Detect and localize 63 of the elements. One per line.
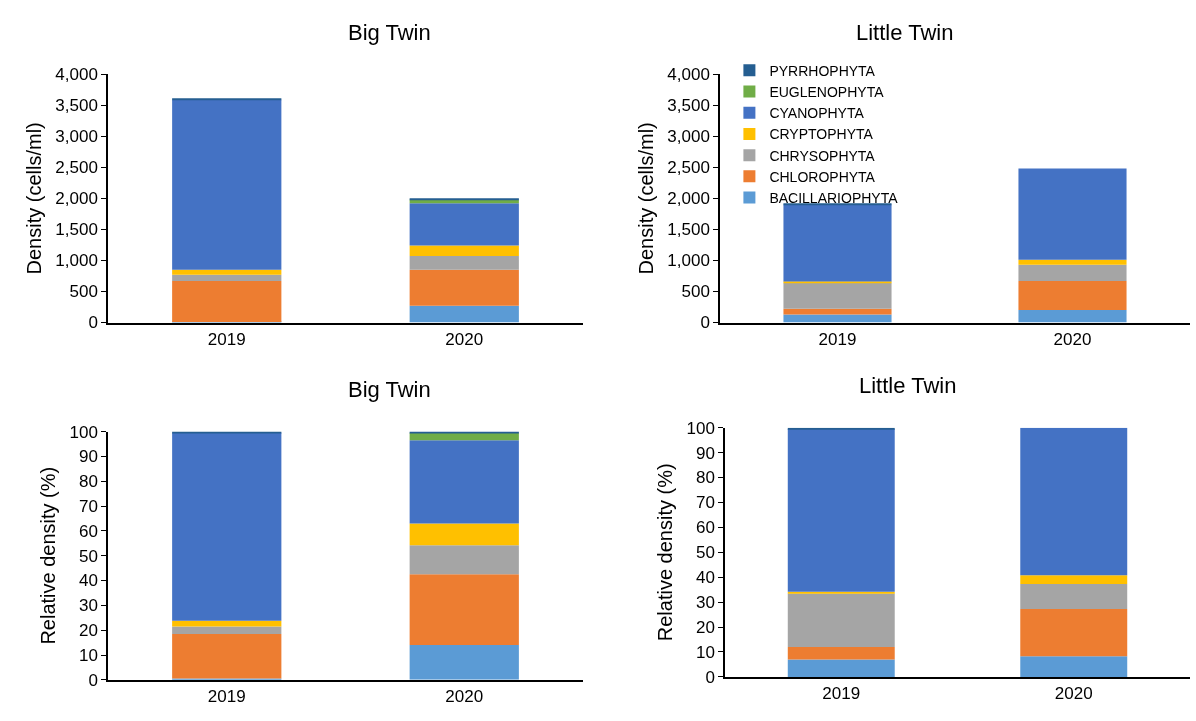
y-tick-label: 60: [78, 521, 98, 541]
legend-label: CHRYSOPHYTA: [769, 147, 876, 164]
y-tick-label: 60: [695, 518, 715, 538]
y-tick-label: 0: [700, 313, 710, 333]
y-axis-title: Relative density (%): [37, 466, 60, 645]
chart-title: Big Twin: [348, 20, 431, 45]
y-tick-label: 3,500: [55, 96, 98, 116]
y-tick-label: 50: [78, 546, 98, 566]
chart-title: Little Twin: [859, 373, 957, 398]
x-tick-label: 2019: [207, 686, 246, 706]
y-tick-label: 3,500: [667, 96, 710, 116]
x-tick-label: 2020: [445, 329, 484, 349]
y-tick-label: 2,500: [55, 158, 98, 178]
legend-label: BACILLARIOPHYTA: [769, 190, 899, 207]
y-tick-label: 30: [695, 593, 715, 613]
y-tick-label: 500: [69, 282, 98, 302]
y-tick-label: 50: [695, 543, 715, 563]
y-tick-label: 40: [78, 571, 98, 591]
x-tick-label: 2020: [445, 686, 484, 706]
y-tick-label: 80: [695, 468, 715, 488]
y-tick-label: 40: [695, 568, 715, 588]
y-axis-title: Density (cells/ml): [635, 122, 658, 275]
legend-label: CHLOROPHYTA: [769, 168, 876, 185]
y-tick-label: 30: [78, 596, 98, 616]
legend-label: EUGLENOPHYTA: [769, 84, 885, 101]
y-tick-label: 20: [78, 621, 98, 641]
y-tick-label: 1,000: [667, 251, 710, 271]
y-tick-label: 0: [88, 313, 98, 333]
y-tick-label: 70: [78, 496, 98, 516]
x-tick-label: 2020: [1054, 684, 1093, 704]
legend-label: PYRRHOPHYTA: [769, 62, 876, 79]
y-axis-title: Relative density (%): [654, 463, 677, 642]
y-tick-label: 4,000: [667, 65, 710, 85]
y-tick-label: 0: [705, 667, 715, 687]
y-tick-label: 0: [88, 670, 98, 690]
y-tick-label: 10: [78, 645, 98, 665]
y-tick-label: 20: [695, 618, 715, 638]
x-tick-label: 2019: [207, 329, 246, 349]
y-tick-label: 2,500: [667, 158, 710, 178]
x-tick-label: 2020: [1053, 329, 1092, 349]
y-tick-label: 1,500: [55, 220, 98, 240]
y-tick-label: 2,000: [55, 189, 98, 209]
x-tick-label: 2019: [822, 684, 861, 704]
y-axis-title: Density (cells/ml): [23, 122, 46, 275]
y-tick-label: 2,000: [667, 189, 710, 209]
y-tick-label: 3,000: [667, 127, 710, 147]
y-tick-label: 90: [695, 443, 715, 463]
y-tick-label: 4,000: [55, 65, 98, 85]
chart-title: Little Twin: [856, 20, 954, 45]
legend-label: CRYPTOPHYTA: [769, 126, 874, 143]
y-tick-label: 70: [695, 493, 715, 513]
y-tick-label: 90: [78, 447, 98, 467]
y-tick-label: 80: [78, 472, 98, 492]
chart-title: Big Twin: [348, 377, 431, 402]
y-tick-label: 1,500: [667, 220, 710, 240]
x-tick-label: 2019: [818, 329, 857, 349]
y-tick-label: 10: [695, 642, 715, 662]
y-tick-label: 3,000: [55, 127, 98, 147]
y-tick-label: 1,000: [55, 251, 98, 271]
y-tick-label: 100: [686, 418, 715, 438]
legend-label: CYANOPHYTA: [769, 105, 865, 122]
y-tick-label: 100: [69, 422, 98, 442]
y-tick-label: 500: [681, 282, 710, 302]
